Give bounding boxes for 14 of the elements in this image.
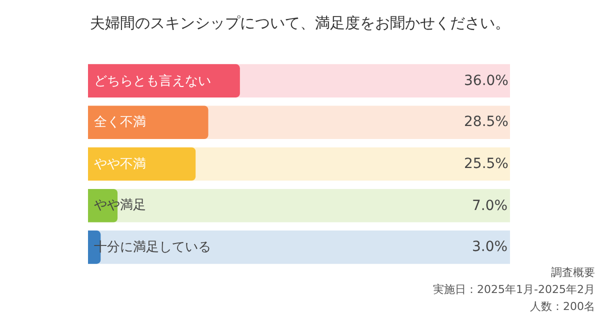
data-label: 36.0%: [464, 73, 508, 89]
text: 人数：200名: [530, 300, 595, 313]
bar: [88, 106, 208, 140]
text: 調査概要: [551, 266, 595, 279]
chart-title: 夫婦間のスキンシップについて、満足度をお聞かせください。: [90, 14, 510, 32]
bar: [88, 147, 196, 181]
y-tick-label: どちらとも言えない: [90, 73, 212, 89]
text: 実施日：2025年1月-2025年2月: [433, 283, 595, 296]
y-tick-label: やや不満: [90, 157, 146, 172]
data-label: 3.0%: [472, 239, 508, 255]
data-label: 25.5%: [464, 156, 508, 172]
y-tick-label: 全く不満: [90, 115, 146, 130]
data-label: 7.0%: [472, 198, 508, 214]
data-label: 28.5%: [464, 114, 508, 130]
